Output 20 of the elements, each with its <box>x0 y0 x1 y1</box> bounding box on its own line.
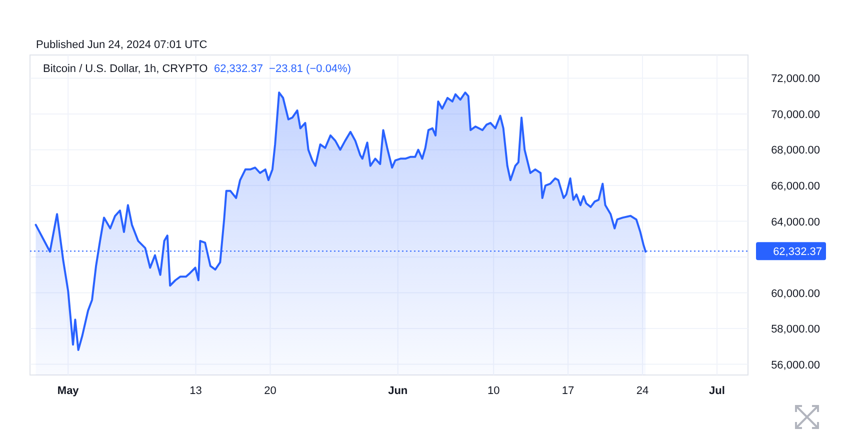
x-tick-label: Jul <box>709 385 725 397</box>
y-tick-label: 68,000.00 <box>771 144 820 157</box>
x-tick-label: 10 <box>487 385 500 397</box>
x-tick-label: 20 <box>264 385 276 397</box>
x-tick-label: May <box>57 385 80 397</box>
x-tick-label: 24 <box>636 385 649 397</box>
y-tick-label: 58,000.00 <box>771 324 820 336</box>
y-tick-label: 70,000.00 <box>771 108 820 121</box>
y-tick-label: 72,000.00 <box>771 73 820 86</box>
y-tick-label: 60,000.00 <box>771 288 820 300</box>
annotation: 62,332.37 −23.81 (−0.04%) <box>214 63 351 75</box>
y-tick-label: 66,000.00 <box>771 180 820 193</box>
y-tick-label: 56,000.00 <box>771 359 820 372</box>
x-tick-label: 13 <box>190 385 202 397</box>
ref-line-label: 62,332.37 <box>773 246 822 258</box>
y-tick-label: 64,000.00 <box>771 216 820 228</box>
x-tick-label: 17 <box>562 385 574 397</box>
text: Published Jun 24, 2024 07:01 UTC <box>36 39 208 51</box>
text: Bitcoin / U.S. Dollar, 1h, CRYPTO <box>43 63 208 75</box>
x-tick-label: Jun <box>388 385 408 397</box>
